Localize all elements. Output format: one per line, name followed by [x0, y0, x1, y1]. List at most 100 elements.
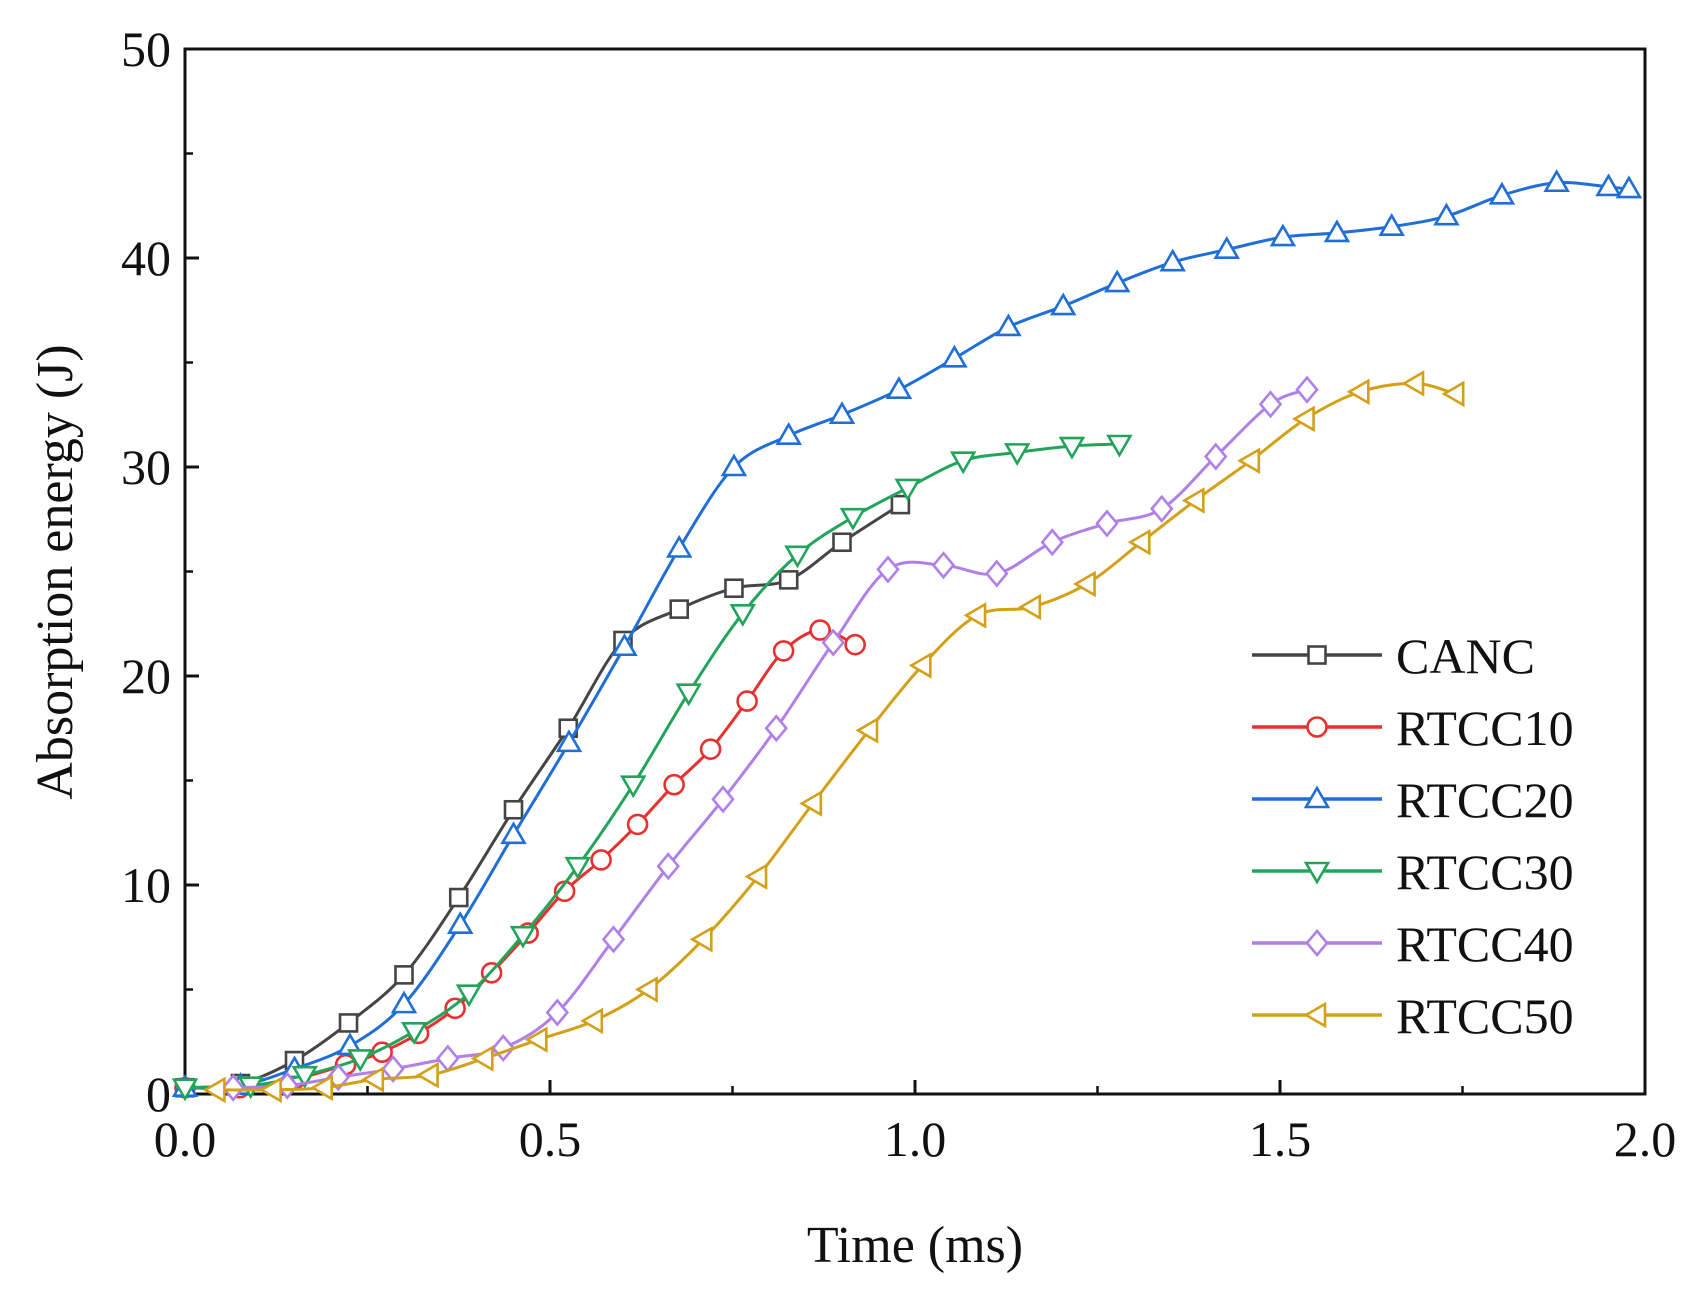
legend-item-rtcc50: RTCC50 [1252, 988, 1574, 1044]
data-point-triangle-up [446, 911, 474, 935]
legend-label: RTCC20 [1396, 772, 1574, 828]
data-point-triangle-up [1488, 181, 1516, 205]
data-point-triangle-up [390, 990, 418, 1014]
data-point-triangle-left [202, 1076, 226, 1104]
data-point-square [832, 532, 852, 553]
data-point-triangle-down [675, 683, 702, 707]
data-point-triangle-left [799, 790, 823, 817]
x-tick-label: 0.5 [519, 1111, 582, 1167]
data-point-triangle-left [744, 863, 768, 890]
data-point-triangle-up [555, 729, 583, 753]
data-point-square [890, 494, 911, 515]
data-point-triangle-up [500, 821, 527, 845]
data-point-triangle-up [1049, 292, 1077, 316]
data-point-triangle-down [564, 856, 591, 880]
data-point-triangle-up [941, 344, 968, 368]
series-rtcc10 [174, 619, 866, 1099]
data-point-diamond [931, 551, 956, 580]
data-point-triangle-up [611, 633, 638, 657]
data-point-diamond [1204, 442, 1228, 471]
data-point-triangle-left [1346, 378, 1370, 406]
legend-label: RTCC40 [1396, 916, 1574, 972]
data-point-diamond [601, 925, 626, 954]
y-tick-label: 20 [121, 648, 171, 704]
data-point-circle [736, 690, 758, 712]
data-point-triangle-down [784, 545, 811, 569]
data-point-triangle-left [634, 976, 658, 1003]
data-point-triangle-left [855, 717, 879, 744]
data-point-triangle-left [361, 1066, 385, 1093]
legend-item-canc: CANC [1252, 628, 1535, 684]
data-point-triangle-up [1159, 248, 1186, 272]
legend-marker-diamond [1305, 928, 1329, 958]
data-point-square [338, 1013, 359, 1033]
data-point-triangle-up [1615, 175, 1643, 199]
data-point-square [448, 887, 469, 908]
data-point-diamond [764, 714, 788, 743]
data-point-triangle-up [995, 313, 1022, 337]
data-point-square [503, 799, 524, 820]
data-point-triangle-up [1103, 269, 1131, 293]
data-point-square [778, 570, 799, 590]
data-point-square [394, 965, 414, 985]
data-point-diamond [221, 1073, 245, 1102]
data-point-circle [590, 849, 612, 871]
legend-marker-square [1307, 645, 1327, 665]
data-point-diamond [1150, 494, 1174, 523]
data-point-triangle-left [1181, 487, 1205, 514]
data-point-triangle-down [346, 1049, 374, 1073]
data-point-triangle-down [839, 507, 867, 531]
data-point-triangle-up [775, 422, 802, 445]
data-point-circle [663, 773, 685, 796]
data-point-triangle-down [1058, 436, 1086, 460]
data-point-diamond [711, 785, 735, 814]
legend: CANC RTCC10 RTCC20 RTCC30 RTCC40 RTCC50 [1252, 628, 1574, 1044]
data-point-triangle-down [291, 1065, 318, 1089]
x-tick-label: 1.5 [1249, 1111, 1312, 1167]
data-point-triangle-down [729, 603, 756, 627]
data-point-triangle-up [1323, 219, 1351, 243]
data-point-triangle-left [259, 1076, 282, 1104]
y-tick-label: 10 [121, 857, 171, 913]
data-point-circle [772, 640, 795, 662]
data-point-triangle-up [1213, 236, 1240, 259]
data-point-triangle-left [1441, 380, 1465, 408]
legend-label: CANC [1396, 628, 1535, 684]
data-point-triangle-down [509, 925, 537, 949]
data-point-triangle-left [310, 1074, 334, 1101]
legend-marker-triangle-down [1303, 861, 1331, 885]
series-rtcc50 [202, 370, 1465, 1104]
data-point-triangle-left [415, 1061, 439, 1089]
data-point-triangle-up [1269, 223, 1297, 247]
data-point-triangle-up [885, 376, 913, 399]
data-point-triangle-up [720, 453, 748, 477]
series-rtcc20 [171, 169, 1643, 1098]
data-point-circle [844, 633, 866, 656]
data-point-circle [444, 997, 466, 1020]
y-tick-label: 50 [121, 21, 171, 77]
data-point-triangle-left [1237, 447, 1261, 474]
series-rtcc40 [221, 375, 1319, 1102]
data-point-triangle-down [400, 1021, 428, 1045]
data-point-triangle-down [949, 451, 977, 475]
legend-marker-circle [1306, 716, 1328, 738]
data-point-triangle-left [908, 652, 932, 679]
data-point-triangle-left [1291, 405, 1315, 433]
data-point-triangle-up [1543, 169, 1570, 193]
data-point-triangle-left [1401, 370, 1425, 397]
data-point-triangle-up [1595, 173, 1622, 197]
legend-label: RTCC10 [1396, 700, 1574, 756]
x-tick-label: 1.0 [884, 1111, 947, 1167]
data-point-triangle-up [1433, 202, 1460, 226]
legend-item-rtcc30: RTCC30 [1252, 844, 1574, 900]
data-point-triangle-left [1127, 528, 1151, 556]
data-point-diamond [985, 559, 1009, 588]
y-tick-label: 40 [121, 230, 171, 286]
legend-item-rtcc10: RTCC10 [1252, 700, 1574, 756]
legend-marker-triangle-left [1303, 1001, 1327, 1029]
data-point-square [669, 599, 690, 619]
legend-item-rtcc40: RTCC40 [1252, 916, 1574, 972]
x-tick-label: 2.0 [1614, 1111, 1677, 1167]
data-point-triangle-down [455, 984, 483, 1008]
